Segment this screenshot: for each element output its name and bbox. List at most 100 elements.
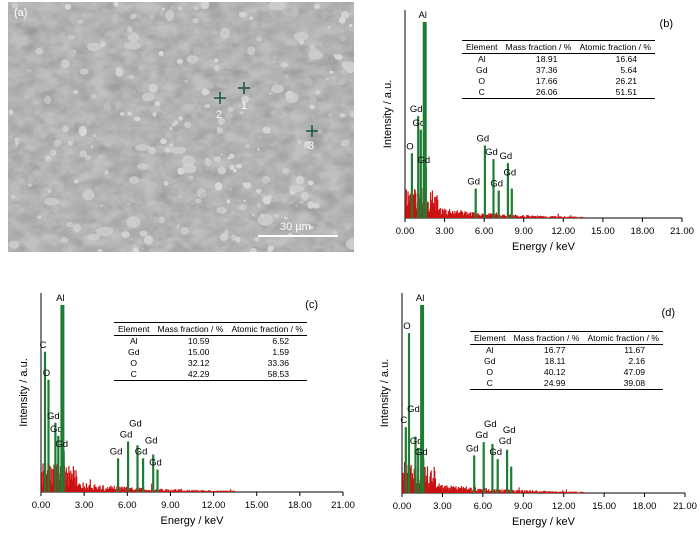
peak-label: Al: [418, 10, 426, 21]
table-header-atomic: Atomic fraction / %: [227, 322, 308, 336]
x-tick-label: 6.00: [475, 226, 494, 237]
atomic-fraction-cell: 6.52: [272, 336, 290, 346]
peak-label: O: [403, 321, 410, 332]
peak-label: Gd: [484, 419, 497, 430]
element-cell: Al: [129, 336, 138, 346]
peak-label: Gd: [466, 443, 479, 454]
table-row: C 26.06 51.51: [462, 87, 656, 99]
element-cell: O: [486, 367, 494, 377]
mass-fraction-cell: 15.00: [187, 347, 210, 357]
peak-label: Gd: [499, 436, 512, 447]
peak-label: Gd: [120, 430, 133, 441]
element-cell: O: [130, 358, 138, 368]
sem-marker-2: 2: [214, 92, 226, 121]
peak-label: Gd: [55, 439, 68, 450]
mass-fraction-cell: 16.77: [543, 345, 566, 355]
x-tick-label: 9.00: [514, 226, 533, 237]
table-row: Al 10.59 6.52: [114, 336, 307, 348]
x-tick-label: 15.00: [592, 501, 616, 512]
mass-fraction-cell: 17.66: [535, 76, 558, 86]
composition-rows-c: Al 10.59 6.52 Gd 15.00 1.59 O 32.12 33.36 C 42.29 5…: [114, 336, 308, 381]
peak-gd: [510, 466, 513, 493]
table-header-element: Element: [114, 322, 154, 336]
peak-label: Gd: [410, 104, 423, 115]
eds-panel-c: 0.00 3.00 6.00 9.00 12.00 15.00 18.00 21.00 Ener…: [0, 283, 355, 540]
element-cell: Al: [477, 54, 486, 64]
composition-rows-b: Al 18.91 16.64 Gd 37.36 5.64 O 17.66 26.21 C 26.06…: [462, 54, 656, 99]
peak-gd: [156, 469, 159, 492]
peak-gd: [419, 129, 422, 218]
x-tick-label: 21.00: [673, 501, 697, 512]
mass-fraction-cell: 10.59: [187, 336, 210, 346]
svg-text:3: 3: [308, 140, 314, 152]
x-tick-label: 0.00: [396, 226, 415, 237]
atomic-fraction-cell: 26.21: [615, 76, 638, 86]
x-tick-label: 3.00: [75, 500, 94, 511]
sem-micrograph: (a) 1 2 3 30 µm: [8, 2, 354, 252]
peak-gd: [491, 444, 494, 493]
element-cell: C: [462, 87, 502, 99]
peak-label: Gd: [490, 179, 503, 190]
peak-label: Gd: [50, 424, 63, 435]
composition-rows-d: Al 16.77 11.67 Gd 18.11 2.16 O 40.12 47.09 C 24.99…: [470, 345, 664, 390]
panel-label: (c): [305, 299, 318, 311]
x-tick-label: 3.00: [435, 226, 454, 237]
x-tick-label: 12.00: [552, 501, 576, 512]
peak-gd: [142, 458, 145, 492]
peak-gd: [496, 459, 499, 493]
peak-gd: [62, 450, 65, 492]
table-row: Al 16.77 11.67: [470, 345, 663, 357]
peak-label: Gd: [110, 446, 123, 457]
peak-label: O: [43, 368, 50, 379]
svg-text:2: 2: [216, 109, 222, 121]
table-header-element: Element: [470, 331, 510, 345]
peak-gd: [506, 449, 509, 493]
x-axis-label: Energy / keV: [512, 516, 576, 528]
x-tick-label: 3.00: [433, 501, 452, 512]
peak-label: Gd: [485, 147, 498, 158]
table-header-mass: Mass fraction / %: [509, 331, 584, 345]
y-axis-label: Intensity / a.u.: [18, 358, 30, 426]
atomic-fraction-cell: 2.16: [628, 356, 646, 366]
atomic-fraction-cell: 51.51: [575, 87, 656, 99]
table-header-mass: Mass fraction / %: [153, 322, 228, 336]
peak-label: Gd: [415, 447, 428, 458]
mass-fraction-cell: 18.11: [544, 356, 566, 366]
peak-label: Gd: [417, 155, 430, 166]
table-row: O 17.66 26.21: [462, 76, 655, 87]
x-tick-label: 9.00: [161, 500, 180, 511]
table-row: Gd 15.00 1.59: [114, 347, 307, 358]
peak-gd: [497, 190, 500, 218]
peak-al: [60, 305, 65, 492]
peak-gd: [492, 159, 495, 218]
x-tick-label: 0.00: [393, 501, 412, 512]
peak-label: Gd: [410, 436, 423, 447]
peak-label: Gd: [149, 458, 162, 469]
composition-table-c: Element Mass fraction / % Atomic fractio…: [114, 322, 308, 381]
x-tick-label: 12.00: [202, 500, 226, 511]
mass-fraction-cell: 32.12: [187, 358, 210, 368]
peak-gd: [417, 447, 420, 493]
x-tick-label: 18.00: [631, 226, 655, 237]
sem-particles: [8, 2, 354, 252]
mass-fraction-cell: 37.36: [535, 65, 558, 75]
x-tick-label: 6.00: [118, 500, 137, 511]
atomic-fraction-cell: 39.08: [583, 378, 664, 390]
table-row: C 24.99 39.08: [470, 378, 664, 390]
peak-o: [407, 333, 411, 493]
sem-marker-1: 1: [238, 82, 250, 112]
x-tick-label: 0.00: [32, 500, 51, 511]
x-tick-label: 9.00: [514, 501, 533, 512]
peak-gd: [474, 188, 477, 218]
atomic-fraction-cell: 33.36: [267, 358, 290, 368]
eds-spectrum-d: 0.00 3.00 6.00 9.00 12.00 15.00 18.00 21.00 Ener…: [379, 293, 697, 528]
atomic-fraction-cell: 47.09: [623, 367, 646, 377]
peak-label: C: [400, 415, 407, 426]
axis-lines: [401, 293, 685, 494]
peak-gd: [483, 145, 486, 218]
peak-label: Gd: [489, 447, 502, 458]
peak-gd: [506, 163, 509, 218]
element-cell: C: [470, 378, 510, 390]
atomic-fraction-cell: 58.53: [227, 369, 308, 381]
x-tick-label: 12.00: [551, 226, 575, 237]
